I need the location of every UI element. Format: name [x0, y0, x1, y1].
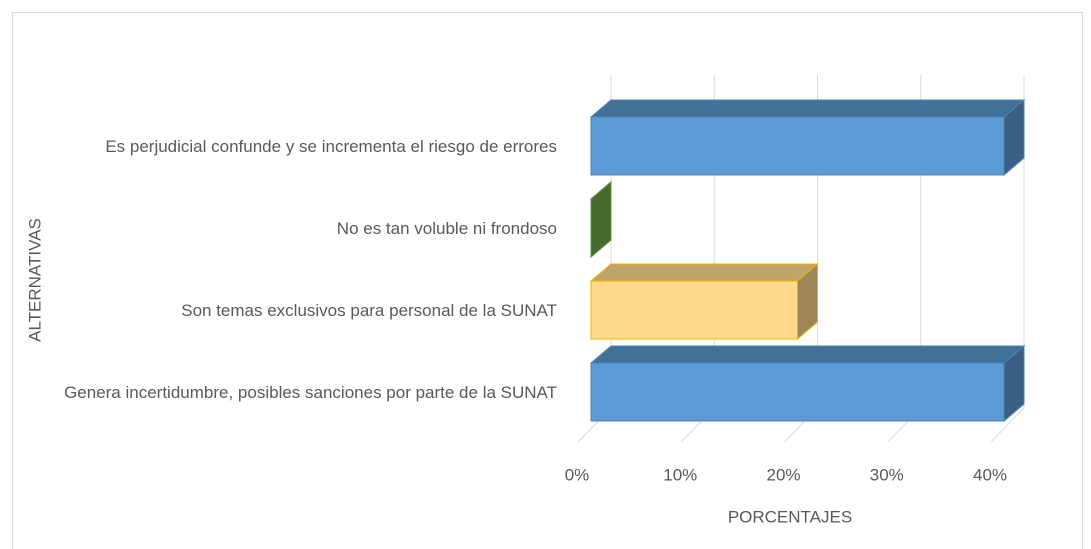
bar [589, 98, 1026, 177]
bar [589, 262, 819, 341]
y-axis-title: ALTERNATIVAS [25, 218, 44, 342]
x-tick-label: 0% [565, 465, 590, 484]
y-tick-label: Son temas exclusivos para personal de la… [181, 300, 557, 320]
category-label-box: Genera incertidumbre, posibles sanciones… [64, 382, 557, 402]
floor-line [990, 407, 1025, 443]
bar-front [590, 362, 1005, 422]
x-tick-label: 30% [870, 465, 904, 484]
bar-front [590, 116, 1005, 176]
x-axis-title: PORCENTAJES [728, 507, 852, 526]
bar-front [590, 280, 798, 340]
x-tick-label: 10% [663, 465, 697, 484]
y-tick-label: Genera incertidumbre, posibles sanciones… [64, 382, 557, 402]
bar-top [589, 263, 819, 282]
x-tick-label: 40% [973, 465, 1007, 484]
bar-side [590, 180, 612, 259]
bar-top [589, 99, 1026, 118]
y-tick-label: No es tan voluble ni frondoso [336, 218, 557, 238]
category-label-box: No es tan voluble ni frondoso [336, 218, 557, 238]
y-tick-label: Es perjudicial confunde y se incrementa … [105, 136, 557, 156]
category-label-box: Es perjudicial confunde y se incrementa … [105, 136, 557, 156]
bar-top [589, 345, 1026, 364]
bar [589, 344, 1026, 423]
category-label-box: Son temas exclusivos para personal de la… [181, 300, 557, 320]
bar [590, 180, 612, 259]
x-tick-label: 20% [766, 465, 800, 484]
